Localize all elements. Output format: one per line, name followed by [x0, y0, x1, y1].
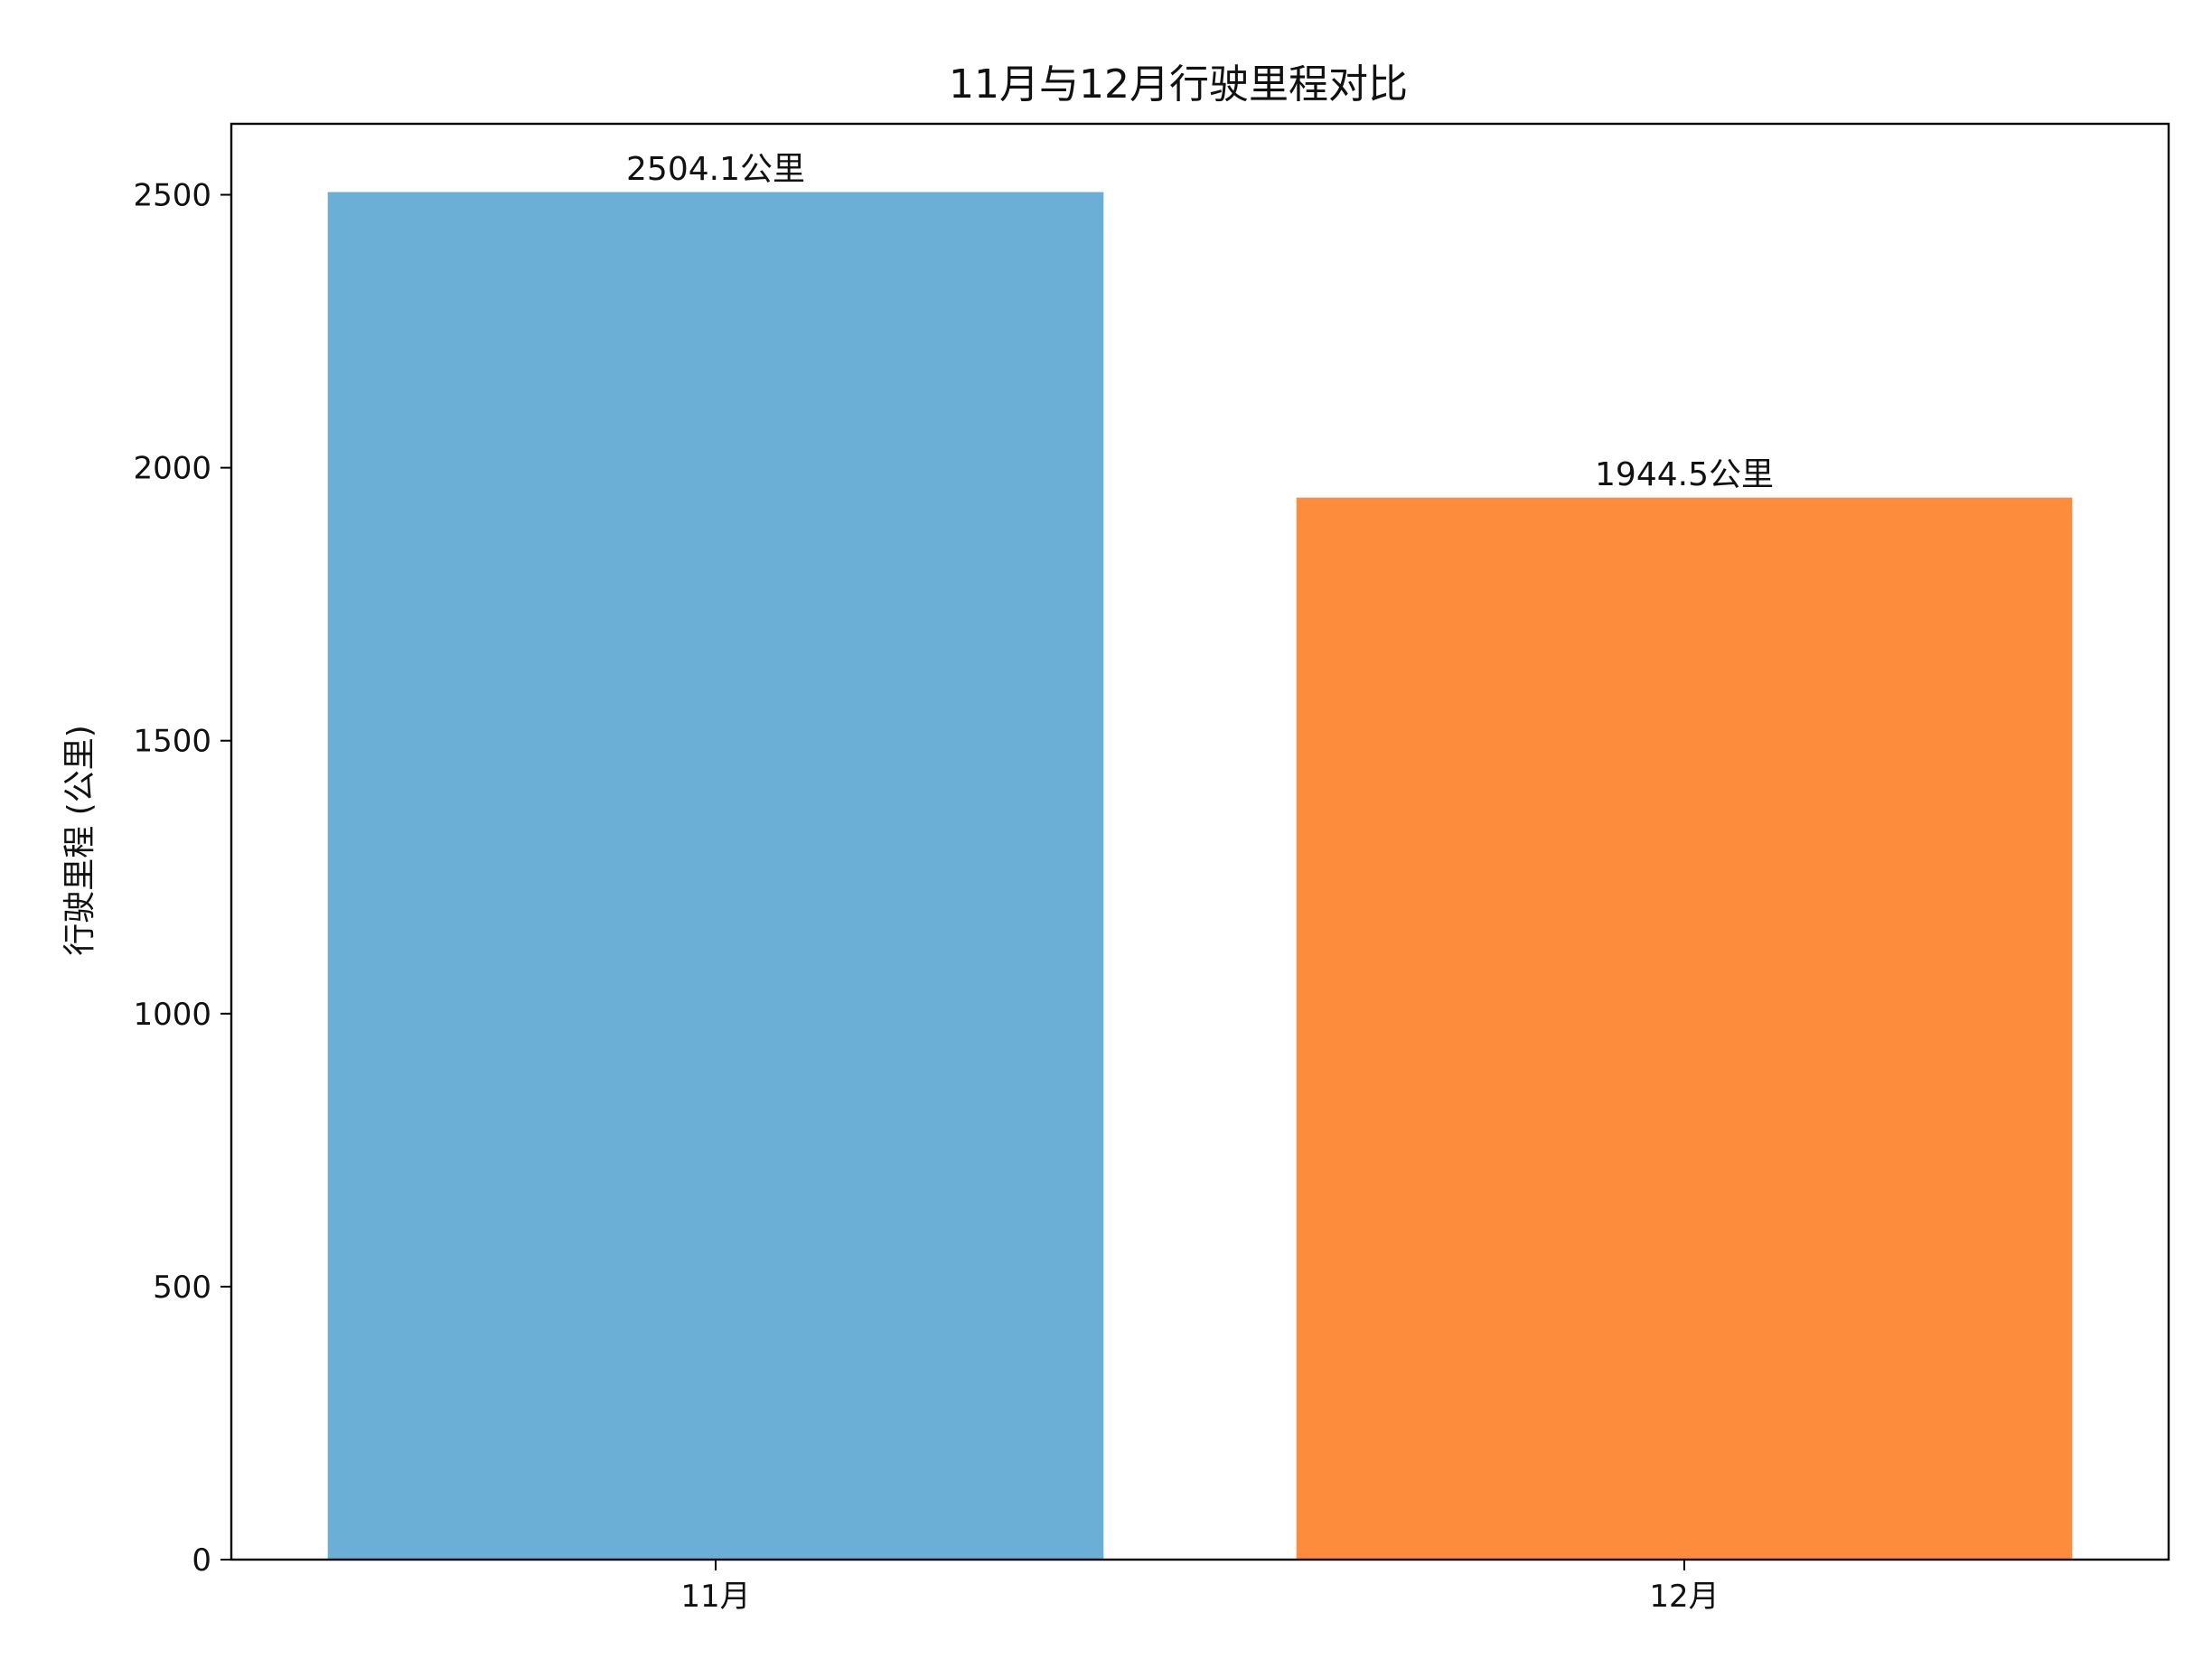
y-tick-label-4: 1500 — [133, 724, 211, 760]
data-label-2: 1944.5公里 — [1595, 456, 1774, 493]
chart-title: 11月与12月行驶里程对比 — [949, 61, 1408, 108]
plot-frame — [230, 122, 2170, 1561]
data-label-1: 2504.1公里 — [626, 151, 805, 188]
y-tick-label-6: 2500 — [133, 178, 211, 214]
y-tick-label-1: 0 — [192, 1542, 211, 1579]
y-axis-label: 行驶里程 (公里) — [61, 725, 98, 956]
y-tick-label-2: 500 — [153, 1270, 211, 1306]
bars-layer: 2504.1公里 1944.5公里 — [327, 151, 2073, 1561]
bar-1 — [327, 192, 1104, 1561]
y-tick-label-5: 2000 — [133, 451, 211, 487]
bar-2 — [1296, 497, 2073, 1561]
x-tick-label-2: 12月 — [1649, 1579, 1719, 1615]
y-tick-label-3: 1000 — [133, 997, 211, 1033]
axis-layer: 11月 12月 0 500 1000 1500 2000 2500 — [133, 178, 1719, 1615]
x-tick-label-1: 11月 — [680, 1579, 750, 1615]
